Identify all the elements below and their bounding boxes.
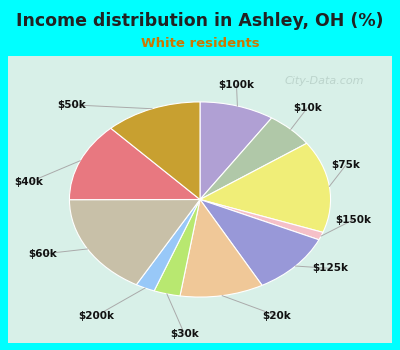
- Text: $30k: $30k: [170, 329, 199, 340]
- Text: $20k: $20k: [262, 311, 291, 321]
- Text: $75k: $75k: [332, 160, 360, 170]
- Text: $60k: $60k: [28, 249, 57, 259]
- Text: Income distribution in Ashley, OH (%): Income distribution in Ashley, OH (%): [16, 12, 384, 30]
- Wedge shape: [111, 102, 200, 200]
- Wedge shape: [200, 199, 323, 240]
- Wedge shape: [154, 199, 200, 296]
- Text: City-Data.com: City-Data.com: [284, 76, 364, 86]
- Text: $50k: $50k: [57, 100, 86, 110]
- Text: $125k: $125k: [312, 264, 348, 273]
- Wedge shape: [200, 199, 319, 285]
- Text: $10k: $10k: [293, 103, 322, 113]
- Wedge shape: [180, 199, 262, 297]
- Wedge shape: [200, 143, 330, 232]
- Text: $40k: $40k: [15, 177, 44, 187]
- Wedge shape: [136, 199, 200, 291]
- Wedge shape: [70, 128, 200, 200]
- Wedge shape: [200, 118, 307, 199]
- Text: White residents: White residents: [141, 37, 259, 50]
- Text: $200k: $200k: [78, 311, 114, 321]
- Wedge shape: [70, 199, 200, 285]
- Wedge shape: [200, 102, 272, 200]
- Text: $150k: $150k: [336, 215, 372, 225]
- Text: $100k: $100k: [218, 80, 254, 90]
